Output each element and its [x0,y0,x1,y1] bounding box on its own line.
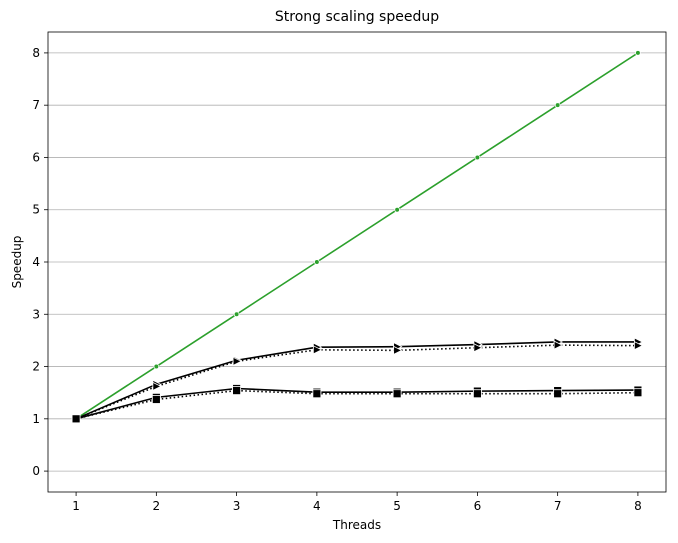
x-axis-label: Threads [332,518,381,532]
series-4-point [633,388,643,398]
series-4-line [75,389,638,420]
series-4-point [151,395,161,404]
chart-title: Strong scaling speedup [275,9,439,25]
y-tick-label: 5 [32,203,40,217]
series-0-line [75,52,639,420]
series-0-point [394,206,400,213]
series-0-point [474,154,481,161]
y-tick-label: 4 [32,255,40,269]
axis-ticks: 0 1 2 3 4 5 6 7 8 1 2 3 4 5 6 7 8 [32,46,641,513]
grid-lines [48,52,666,472]
series-2-point [232,356,243,366]
x-tick-label: 6 [474,499,482,513]
series-2-point [393,345,403,355]
series-4-point [472,389,482,399]
y-tick-label: 8 [32,46,40,60]
y-axis-label: Speedup [10,236,24,289]
series-4-point [232,386,242,395]
series-0-point [635,50,641,56]
series-2-point [312,345,323,355]
y-tick-label: 0 [32,464,40,478]
x-tick-label: 2 [153,499,161,513]
y-tick-label: 3 [32,307,40,321]
series-2-point [152,381,162,392]
series-4-point [553,389,563,399]
series-0-point [314,259,320,265]
series-2-line [75,344,638,420]
series-4-point [392,389,402,399]
series-4-point [312,389,322,399]
series-0-point [153,363,160,370]
series-4-point [71,414,81,424]
x-tick-label: 7 [554,499,562,513]
y-tick-label: 2 [32,360,40,374]
series-1-line [75,341,638,420]
series-0-point [233,311,240,318]
series-0-point [554,102,561,108]
x-tick-label: 5 [393,499,401,513]
series-2-point [634,340,644,351]
y-tick-label: 7 [32,98,40,112]
x-tick-label: 4 [313,499,321,513]
y-tick-label: 1 [32,412,40,426]
series-2-point [473,343,483,353]
series-layer [71,50,644,424]
y-tick-label: 6 [32,150,40,164]
x-tick-label: 1 [72,499,80,513]
series-2-point [553,340,564,350]
series-3-line [75,387,638,420]
x-tick-label: 8 [634,499,642,513]
x-tick-label: 3 [233,499,241,513]
